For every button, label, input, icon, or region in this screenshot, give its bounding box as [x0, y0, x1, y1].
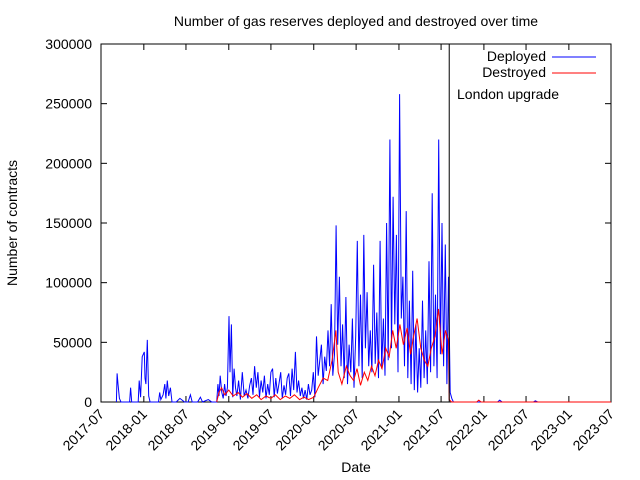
x-tick-label: 2020-07: [315, 406, 363, 454]
x-tick-label: 2021-01: [357, 406, 405, 454]
legend-label-deployed: Deployed: [487, 48, 546, 64]
x-tick-label: 2019-07: [229, 406, 277, 454]
y-tick-label: 100000: [45, 275, 92, 291]
y-tick-label: 50000: [53, 334, 92, 350]
x-tick-label: 2022-07: [485, 406, 533, 454]
y-tick-label: 200000: [45, 155, 92, 171]
x-tick-label: 2022-01: [442, 406, 490, 454]
series-line-deployed: [115, 94, 611, 403]
y-tick-label: 300000: [45, 36, 92, 52]
y-tick-label: 250000: [45, 96, 92, 112]
annotation-london-upgrade: London upgrade: [457, 86, 559, 102]
chart-title: Number of gas reserves deployed and dest…: [174, 13, 538, 29]
x-tick-label: 2023-01: [527, 406, 575, 454]
x-axis-title: Date: [341, 459, 371, 475]
x-tick-label: 2018-01: [102, 406, 150, 454]
y-tick-label: 0: [84, 394, 92, 410]
legend-label-destroyed: Destroyed: [482, 64, 546, 80]
x-tick-label: 2020-01: [272, 406, 320, 454]
y-tick-label: 150000: [45, 215, 92, 231]
x-tick-label: 2017-07: [59, 406, 107, 454]
y-axis: 0 50000 100000 150000 200000 250000 300000: [45, 36, 611, 410]
x-tick-label: 2019-01: [187, 406, 235, 454]
x-tick-label: 2018-07: [144, 406, 192, 454]
x-tick-label: 2023-07: [569, 406, 617, 454]
series-line-destroyed: [216, 308, 611, 403]
x-tick-label: 2021-07: [400, 406, 448, 454]
x-axis: 2017-072018-012018-072019-012019-072020-…: [59, 44, 617, 453]
series-layer: [115, 94, 611, 403]
legend: Deployed Destroyed: [482, 48, 596, 80]
y-axis-title: Number of contracts: [4, 160, 20, 286]
